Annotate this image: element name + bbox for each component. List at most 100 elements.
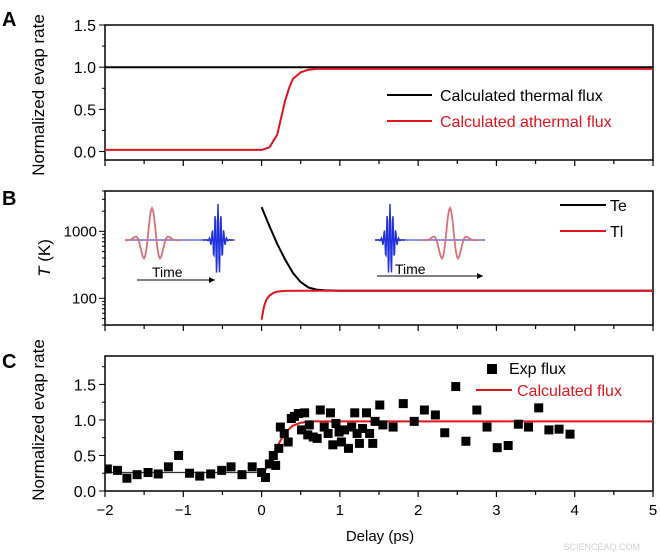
data-point: [315, 405, 325, 415]
data-point: [260, 473, 270, 482]
data-point: [440, 428, 450, 438]
data-point: [304, 420, 314, 430]
inset-blue-pulse-icon: [203, 203, 233, 273]
data-point: [300, 408, 310, 418]
y-tick-label: 1.5: [74, 377, 96, 394]
x-tick-label: 5: [649, 502, 657, 519]
data-point: [378, 420, 388, 430]
data-point: [325, 408, 335, 418]
legend-tl: Tl: [610, 224, 623, 241]
data-point: [296, 425, 306, 435]
data-point: [153, 469, 163, 479]
data-point: [368, 438, 378, 448]
data-point: [113, 465, 123, 475]
y-tick-label: 0.0: [74, 484, 96, 501]
legend-exp: Exp flux: [509, 361, 566, 378]
data-point: [343, 443, 353, 453]
plot-area-a: [105, 66, 653, 151]
y-tick-label: 1.0: [74, 60, 96, 77]
series-line-tl: [260, 289, 653, 320]
data-point: [350, 408, 360, 418]
data-point: [534, 403, 544, 413]
data-point: [279, 428, 289, 438]
data-point: [524, 422, 534, 432]
inset-blue-pulse-icon: [375, 203, 405, 273]
data-point: [503, 441, 513, 451]
data-point: [430, 410, 440, 420]
data-point: [303, 430, 313, 440]
inset-red-pulse-icon: [422, 205, 478, 260]
data-point: [340, 425, 350, 435]
data-point: [352, 428, 362, 438]
data-point: [163, 462, 173, 472]
xlabel-c: Delay (ps): [346, 528, 414, 545]
data-point: [174, 450, 184, 460]
inset-pulse-diagram-right: [375, 203, 485, 279]
data-point: [247, 462, 257, 472]
x-tick-label: 4: [571, 502, 579, 519]
data-point: [565, 429, 575, 439]
panel-label-b: B: [2, 188, 16, 210]
x-tick-label: 0: [257, 502, 265, 519]
y-tick-label: 100: [72, 290, 97, 307]
data-point: [132, 470, 142, 480]
y-tick-label: 1.0: [74, 413, 96, 430]
legend-te: Te: [610, 198, 627, 215]
data-point: [358, 423, 368, 433]
data-point: [398, 399, 408, 409]
data-point: [554, 424, 564, 434]
plot-area-c: [105, 382, 653, 483]
data-point: [409, 416, 419, 426]
data-point: [354, 438, 364, 448]
data-point: [492, 443, 502, 453]
data-point: [419, 405, 429, 415]
inset-arrowhead-icon: [477, 273, 483, 279]
data-point: [274, 443, 284, 453]
data-point: [365, 428, 375, 438]
data-point: [271, 460, 281, 470]
ylabel-b-symbol: T: [35, 265, 54, 277]
data-point: [370, 416, 380, 426]
data-point: [328, 440, 338, 450]
legend-thermal: Calculated thermal flux: [440, 88, 603, 105]
x-tick-label: −2: [96, 502, 113, 519]
data-point: [185, 468, 195, 478]
data-point: [312, 433, 322, 443]
data-point: [264, 459, 274, 469]
plot-area-b: [260, 206, 653, 320]
data-point: [206, 469, 216, 479]
data-point: [268, 450, 278, 460]
data-point: [472, 405, 482, 415]
y-tick-label: 0.5: [74, 448, 96, 465]
inset-red-pulse-icon: [124, 205, 180, 260]
data-point: [257, 468, 267, 478]
y-tick-label: 1.5: [74, 18, 96, 35]
panel-label-c: C: [2, 351, 16, 373]
data-point: [143, 468, 153, 478]
data-point: [275, 422, 285, 432]
data-point: [283, 437, 293, 447]
data-point: [347, 422, 357, 432]
ylabel-b-unit: (K): [35, 239, 54, 266]
data-point: [217, 465, 227, 475]
inset-time-label-right: Time: [395, 261, 426, 277]
data-point: [122, 473, 132, 483]
data-point: [237, 470, 247, 480]
data-point: [461, 436, 471, 446]
plot-frame-b: [104, 190, 654, 326]
ylabel-b: T (K): [35, 239, 54, 277]
legend-calc: Calculated flux: [517, 383, 622, 400]
panel-label-a: A: [2, 9, 16, 31]
data-point: [482, 422, 492, 432]
y-tick-label: 1000: [64, 223, 97, 240]
data-point: [388, 422, 398, 432]
data-point: [513, 419, 523, 429]
data-point: [544, 425, 554, 435]
data-point: [105, 464, 112, 474]
y-tick-label: 0.0: [74, 145, 96, 162]
x-tick-label: 3: [492, 502, 500, 519]
legend-athermal: Calculated athermal flux: [440, 114, 612, 131]
data-point: [331, 419, 341, 428]
